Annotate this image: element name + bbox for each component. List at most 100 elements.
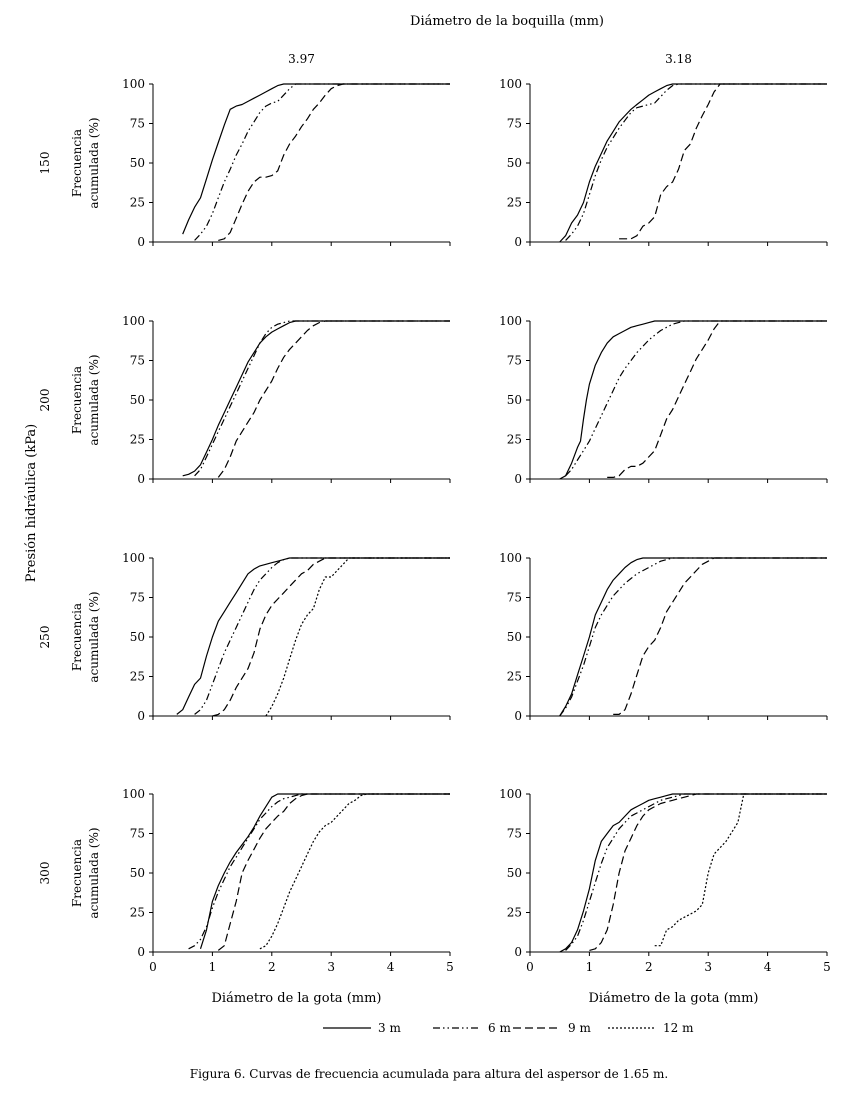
x-tick-label: 4	[387, 960, 395, 974]
y-tick-label: 50	[507, 630, 522, 644]
y-tick-label: 0	[137, 709, 145, 723]
chart-panel: 0 25 50 75 100	[122, 551, 451, 723]
y-tick-label: 75	[130, 591, 145, 605]
x-tick-label: 1	[586, 960, 594, 974]
y-tick-label: 50	[507, 393, 522, 407]
chart-panel: 0 25 50 75 100	[122, 314, 451, 486]
y-axis-label-line1: Frecuencia	[70, 839, 84, 907]
y-tick-label: 75	[130, 354, 145, 368]
y-axis-label-line1: Frecuencia	[70, 129, 84, 197]
series-line-6m	[194, 557, 450, 715]
y-tick-label: 0	[514, 235, 522, 249]
y-tick-label: 25	[130, 906, 145, 920]
row-label-pressure: 250	[38, 626, 52, 649]
series-line-6m	[194, 83, 450, 241]
y-tick-label: 75	[507, 117, 522, 131]
y-tick-label: 100	[122, 787, 145, 801]
y-tick-label: 25	[130, 196, 145, 210]
y-tick-label: 25	[507, 433, 522, 447]
series-line-12m	[265, 557, 450, 717]
nozzle-diameter-title: Diámetro de la boquilla (mm)	[410, 14, 604, 29]
series-line-3m	[559, 793, 827, 953]
y-tick-label: 75	[507, 354, 522, 368]
pressure-axis-title: Presión hidráulica (kPa)	[24, 424, 39, 582]
y-tick-label: 50	[507, 156, 522, 170]
x-tick-label: 1	[209, 960, 217, 974]
series-line-6m	[559, 557, 827, 717]
series-line-6m	[194, 320, 450, 477]
legend-label: 3 m	[378, 1021, 401, 1035]
y-tick-label: 50	[130, 866, 145, 880]
x-tick-label: 0	[149, 960, 157, 974]
column-header-nozzle: 3.18	[665, 52, 692, 66]
series-line-9m	[589, 793, 827, 951]
x-tick-label: 5	[823, 960, 831, 974]
y-tick-label: 50	[507, 866, 522, 880]
series-line-9m	[619, 83, 827, 240]
series-line-3m	[559, 320, 827, 480]
y-tick-label: 100	[499, 551, 522, 565]
legend-label: 9 m	[568, 1021, 591, 1035]
y-tick-label: 25	[130, 433, 145, 447]
y-tick-label: 100	[122, 551, 145, 565]
y-tick-label: 0	[137, 472, 145, 486]
y-tick-label: 50	[130, 630, 145, 644]
x-tick-label: 2	[268, 960, 276, 974]
y-tick-label: 0	[514, 472, 522, 486]
y-axis-label-line2: acumulada (%)	[87, 354, 101, 445]
y-tick-label: 100	[122, 77, 145, 91]
series-line-9m	[607, 320, 827, 478]
y-tick-label: 0	[514, 709, 522, 723]
y-tick-label: 0	[137, 945, 145, 959]
y-tick-label: 100	[499, 787, 522, 801]
y-tick-label: 25	[507, 196, 522, 210]
chart-panel: 0 25 50 75 100	[499, 314, 828, 486]
series-line-3m	[559, 83, 827, 243]
y-tick-label: 100	[499, 314, 522, 328]
series-line-3m	[182, 320, 450, 477]
y-tick-label: 25	[507, 670, 522, 684]
chart-panel: 0 25 50 75 100 0 1 2 3 4 5 Diámetro de la gota (mm)	[122, 787, 454, 1006]
series-line-9m	[613, 557, 827, 716]
y-tick-label: 0	[514, 945, 522, 959]
y-tick-label: 75	[130, 117, 145, 131]
y-tick-label: 25	[507, 906, 522, 920]
chart-panel: 0 25 50 75 100	[122, 77, 451, 249]
y-tick-label: 75	[507, 827, 522, 841]
series-line-6m	[565, 793, 827, 951]
series-line-9m	[218, 83, 450, 241]
y-tick-label: 75	[507, 591, 522, 605]
x-tick-label: 0	[526, 960, 534, 974]
series-line-3m	[176, 557, 450, 715]
y-axis-label-line1: Frecuencia	[70, 603, 84, 671]
row-label-pressure: 150	[38, 152, 52, 175]
y-axis-label-line2: acumulada (%)	[87, 827, 101, 918]
chart-panel: 0 25 50 75 100	[499, 77, 828, 249]
y-axis-label-line2: acumulada (%)	[87, 591, 101, 682]
series-line-3m	[199, 793, 450, 949]
x-axis-label: Diámetro de la gota (mm)	[589, 991, 759, 1006]
chart-panel: 0 25 50 75 100 0 1 2 3 4 5 Diámetro de la gota (mm)	[499, 787, 831, 1006]
y-tick-label: 50	[130, 393, 145, 407]
row-label-pressure: 200	[38, 389, 52, 412]
y-tick-label: 100	[499, 77, 522, 91]
y-tick-label: 25	[130, 670, 145, 684]
x-tick-label: 3	[704, 960, 712, 974]
x-tick-label: 3	[327, 960, 335, 974]
series-line-6m	[565, 320, 827, 477]
series-line-3m	[559, 557, 827, 717]
y-tick-label: 100	[122, 314, 145, 328]
y-axis-label-line2: acumulada (%)	[87, 117, 101, 208]
x-tick-label: 4	[764, 960, 772, 974]
figure-caption: Figura 6. Curvas de frecuencia acumulada…	[190, 1067, 668, 1081]
series-line-6m	[565, 83, 827, 241]
series-line-12m	[259, 793, 450, 950]
series-line-6m	[188, 793, 450, 950]
series-line-12m	[654, 793, 827, 947]
y-axis-label-line1: Frecuencia	[70, 366, 84, 434]
column-header-nozzle: 3.97	[288, 52, 315, 66]
chart-panel: 0 25 50 75 100	[499, 551, 828, 723]
series-line-9m	[212, 557, 450, 717]
